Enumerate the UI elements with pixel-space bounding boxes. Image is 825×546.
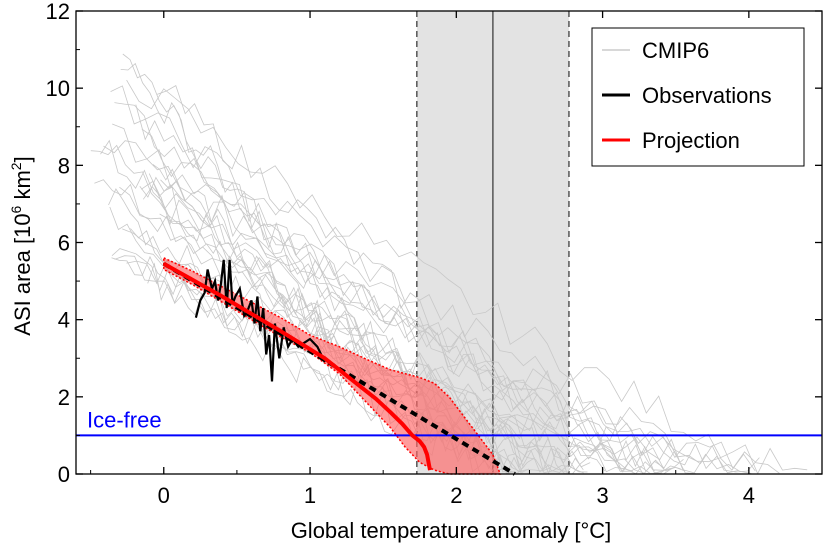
y-tick-label: 12 xyxy=(46,0,70,24)
y-axis-label-main: ASI area [10 xyxy=(10,213,35,335)
ice-free-group: Ice-free xyxy=(76,407,822,437)
cmip6-line xyxy=(156,85,674,474)
y-axis-label-sup: 6 xyxy=(8,205,24,213)
legend: CMIP6 Observations Projection xyxy=(591,27,805,167)
cmip6-line xyxy=(110,85,760,473)
x-axis-label: Global temperature anomaly [°C] xyxy=(291,518,612,543)
x-tick-label: 4 xyxy=(743,483,755,508)
x-tick-label: 0 xyxy=(158,483,170,508)
cmip6-line xyxy=(139,176,584,474)
y-tick-label: 0 xyxy=(58,462,70,487)
x-tick-label: 2 xyxy=(450,483,462,508)
cmip6-line xyxy=(126,79,808,474)
legend-label: Observations xyxy=(642,83,772,108)
observations-line xyxy=(194,259,326,382)
cmip6-line xyxy=(142,185,634,473)
legend-box xyxy=(591,27,805,167)
y-tick-label: 10 xyxy=(46,76,70,101)
projection-group xyxy=(162,261,432,471)
y-tick-label: 8 xyxy=(58,153,70,178)
cmip6-line xyxy=(103,140,696,474)
y-tick-label: 4 xyxy=(58,308,70,333)
y-axis-label: ASI area [106 km2] xyxy=(8,156,35,335)
y-tick-label: 2 xyxy=(58,385,70,410)
cmip6-line xyxy=(119,186,684,472)
cmip6-line xyxy=(114,102,663,474)
legend-label: CMIP6 xyxy=(642,38,709,63)
observations-group xyxy=(194,259,326,382)
legend-label: Projection xyxy=(642,128,740,153)
cmip6-line xyxy=(114,255,665,474)
cmip6-line xyxy=(90,144,566,473)
projection-line xyxy=(162,261,432,471)
cmip6-line xyxy=(141,128,686,473)
y-tick-label: 6 xyxy=(58,231,70,256)
cmip6-line xyxy=(112,123,756,472)
cmip6-line xyxy=(148,173,739,474)
cmip6-line xyxy=(135,104,655,474)
x-tick-label: 1 xyxy=(304,483,316,508)
y-axis-label-sup2: 2 xyxy=(8,162,24,170)
x-tick-label: 3 xyxy=(596,483,608,508)
y-axis-label-mid: km xyxy=(10,170,35,205)
ice-free-label: Ice-free xyxy=(87,407,162,432)
y-axis-label-end: ] xyxy=(10,156,35,162)
